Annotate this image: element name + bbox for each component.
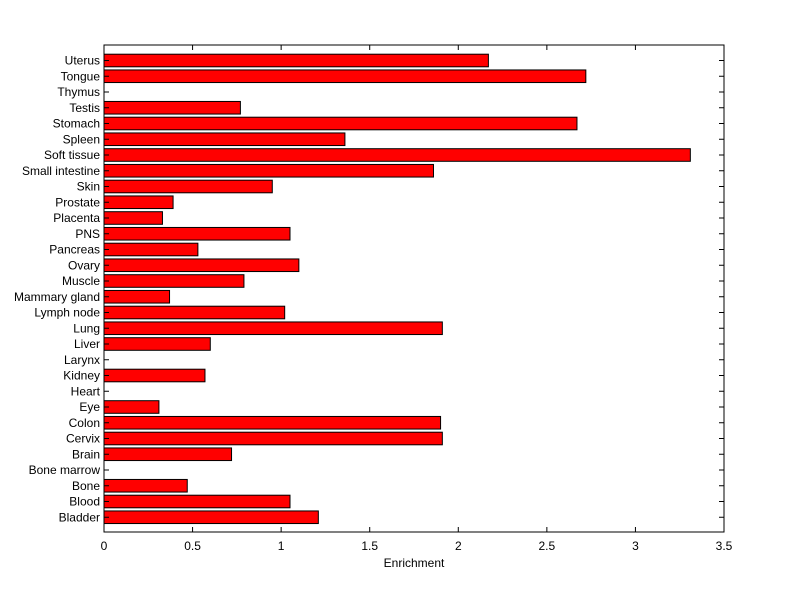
bar: [103, 53, 489, 68]
y-tick-label: Muscle: [62, 274, 100, 288]
y-tick-label: Skin: [77, 180, 100, 194]
y-tick-label: Bone: [72, 479, 100, 493]
y-tick-label: Mammary gland: [14, 290, 100, 304]
y-tick-label: Uterus: [65, 54, 100, 68]
bar: [103, 400, 160, 414]
y-tick-label: Eye: [79, 400, 100, 414]
y-tick-label: Soft tissue: [44, 148, 100, 162]
bar: [103, 447, 233, 462]
y-tick-label: PNS: [75, 227, 100, 241]
y-tick-label: Thymus: [57, 85, 100, 99]
x-tick-label: 0.5: [184, 539, 201, 553]
bar: [103, 478, 188, 493]
x-tick-label: 1: [278, 539, 285, 553]
bar: [103, 148, 691, 162]
y-tick-label: Cervix: [66, 432, 100, 446]
bar: [103, 494, 291, 509]
bar: [103, 163, 434, 178]
y-tick-label: Liver: [74, 337, 100, 351]
x-tick-label: 3: [632, 539, 639, 553]
bar: [103, 274, 245, 288]
bar: [103, 211, 163, 225]
y-tick-label: Testis: [69, 101, 100, 115]
y-tick-label: Placenta: [53, 211, 100, 225]
y-tick-label: Heart: [71, 384, 101, 398]
y-tick-label: Prostate: [55, 195, 100, 209]
bar: [103, 132, 346, 147]
bar: [103, 321, 443, 336]
bar: [103, 179, 273, 194]
y-tick-label: Bone marrow: [29, 463, 101, 477]
bars-group: [103, 53, 691, 525]
bar: [103, 431, 443, 446]
bar: [103, 195, 174, 210]
bar: [103, 368, 206, 383]
x-tick-label: 0: [101, 539, 108, 553]
x-tick-label: 1.5: [361, 539, 378, 553]
bar: [103, 100, 241, 115]
y-tick-label: Stomach: [53, 117, 100, 131]
bar: [103, 510, 319, 525]
bar: [103, 69, 587, 84]
y-tick-label: Pancreas: [49, 243, 100, 257]
y-tick-label: Colon: [69, 416, 100, 430]
y-tick-label: Larynx: [64, 353, 100, 367]
bar: [103, 337, 211, 351]
x-ticks-group: 0 0.5 1 1.5 2 2.5 3 3.5: [101, 45, 733, 553]
y-tick-label: Lymph node: [34, 306, 100, 320]
bar: [103, 258, 300, 273]
bar: [103, 226, 291, 241]
y-tick-label: Spleen: [63, 132, 100, 146]
x-axis-label: Enrichment: [384, 556, 445, 570]
bar: [103, 289, 171, 304]
x-tick-label: 2: [455, 539, 462, 553]
y-tick-label: Tongue: [61, 69, 101, 83]
x-tick-label: 3.5: [716, 539, 733, 553]
y-tick-label: Kidney: [63, 369, 100, 383]
y-tick-label: Small intestine: [22, 164, 100, 178]
bar: [103, 116, 578, 131]
y-tick-label: Lung: [73, 321, 100, 335]
bar: [103, 242, 199, 257]
x-tick-label: 2.5: [539, 539, 556, 553]
y-tick-label: Brain: [72, 447, 100, 461]
y-tick-label: Blood: [69, 495, 100, 509]
y-tick-label: Ovary: [68, 258, 100, 272]
bar: [103, 305, 286, 320]
y-tick-label: Bladder: [59, 510, 100, 524]
bar: [103, 415, 442, 430]
